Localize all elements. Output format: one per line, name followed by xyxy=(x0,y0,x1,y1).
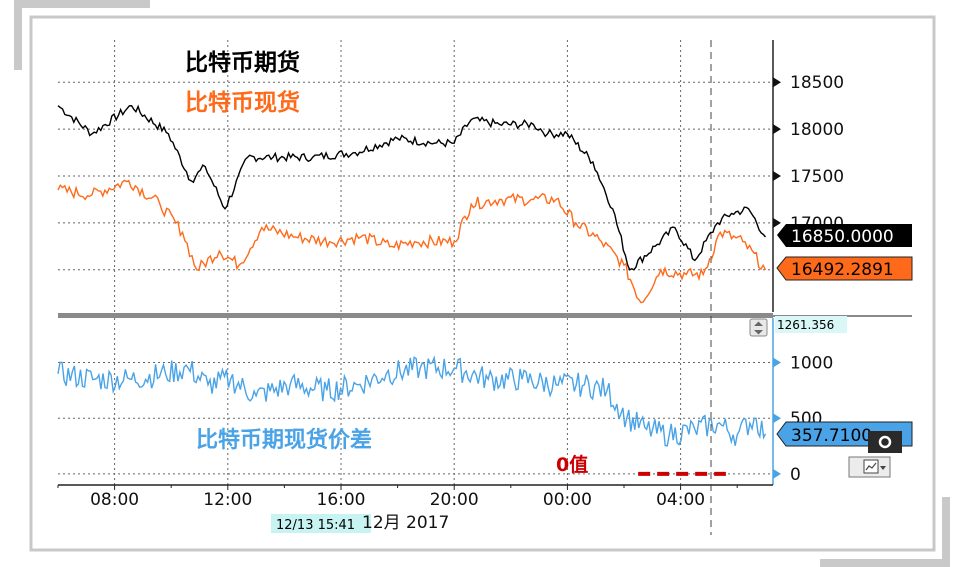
corner-decoration-br-h xyxy=(820,559,950,567)
futures-value-tag: 16850.0000 xyxy=(777,224,912,247)
cursor-label: 12/13 15:41 xyxy=(276,518,355,533)
spot-value-text: 16492.2891 xyxy=(791,260,894,280)
y-tick-arrow xyxy=(773,468,781,479)
y-tick-arrow xyxy=(773,413,781,424)
corner-decoration-br-v xyxy=(942,497,950,567)
spread-series-line xyxy=(57,355,767,447)
y-tick-label: 18000 xyxy=(790,120,844,140)
y-tick-label: 0 xyxy=(790,465,801,485)
y-tick-label: 1000 xyxy=(790,354,833,374)
x-tick-label: 16:00 xyxy=(317,490,366,510)
corner-decoration-tl-v xyxy=(14,0,22,70)
upper-panel-grid xyxy=(58,40,773,312)
y-tick-arrow xyxy=(773,217,781,228)
lower-panel-grid xyxy=(58,318,773,485)
x-tick-label: 08:00 xyxy=(90,490,139,510)
y-tick-label: 18500 xyxy=(790,73,844,93)
futures-value-text: 16850.0000 xyxy=(791,227,894,247)
gear-icon[interactable] xyxy=(868,431,902,453)
corner-decoration-tl-h xyxy=(14,0,150,8)
lower-series xyxy=(57,355,767,447)
y-tick-arrow xyxy=(773,77,781,88)
x-tick-label: 00:00 xyxy=(543,490,592,510)
x-axis-label: 12月 2017 xyxy=(362,513,449,533)
x-tick-label: 04:00 xyxy=(656,490,705,510)
y-tick-arrow xyxy=(773,171,781,181)
y-tick-arrow xyxy=(773,124,781,135)
annotation-futures: 比特币期货 xyxy=(185,49,300,76)
y-tick-label: 17500 xyxy=(790,167,844,187)
annotation-spread: 比特币期现货价差 xyxy=(196,427,372,453)
upper-series xyxy=(57,104,767,304)
spread-value-text: 357.7100 xyxy=(791,426,872,446)
spot-series-line xyxy=(57,179,767,304)
chart-frame xyxy=(29,15,936,552)
cursor-label-bg xyxy=(271,514,371,533)
annotation-spot: 比特币现货 xyxy=(185,89,300,116)
x-tick-label: 12:00 xyxy=(203,490,252,510)
marker-value-tag: 1261.356 xyxy=(775,316,847,333)
annotation-zero: 0值 xyxy=(556,453,588,476)
scroll-toggle-icon[interactable] xyxy=(749,318,768,337)
spot-value-tag: 16492.2891 xyxy=(776,256,913,281)
x-tick-label: 20:00 xyxy=(430,490,479,510)
y-tick-arrow xyxy=(773,357,781,368)
panel-divider[interactable] xyxy=(58,313,773,318)
x-ticks: 08:00 12:00 16:00 20:00 00:00 04:00 xyxy=(57,485,738,510)
futures-series-line xyxy=(57,104,767,271)
marker-value-text: 1261.356 xyxy=(777,318,834,332)
chart-settings-icon[interactable] xyxy=(848,456,891,478)
